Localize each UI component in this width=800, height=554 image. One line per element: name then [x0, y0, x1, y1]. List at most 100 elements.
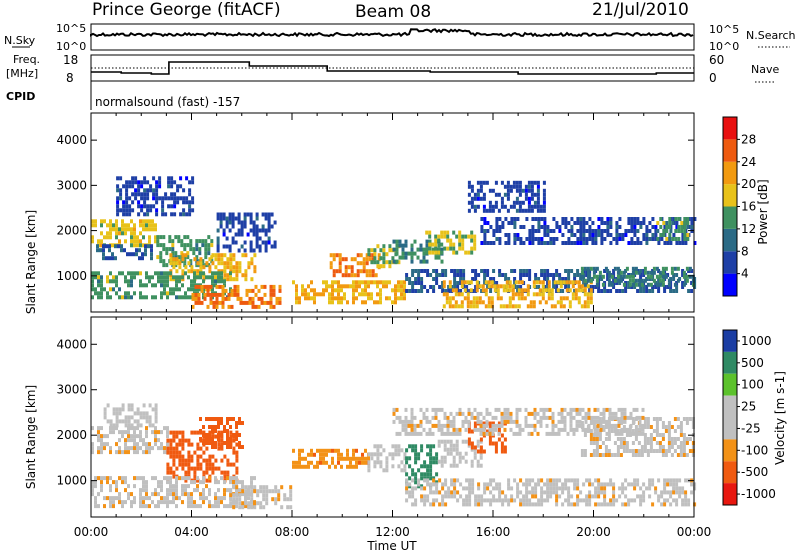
range-cell: [197, 300, 201, 305]
range-cell: [606, 229, 610, 233]
range-cell: [464, 419, 468, 424]
range-cell: [146, 180, 150, 185]
range-cell: [169, 287, 172, 292]
range-cell: [94, 219, 97, 224]
range-cell: [133, 223, 136, 228]
range-cell: [216, 212, 220, 217]
range-cell: [543, 273, 547, 277]
range-cell: [232, 450, 236, 455]
range-cell: [304, 296, 307, 301]
range-cell: [154, 476, 157, 481]
range-cell: [316, 464, 319, 469]
range-cell: [633, 225, 637, 229]
range-cell: [411, 448, 415, 453]
range-cell: [217, 417, 220, 421]
range-cell: [189, 239, 193, 244]
range-cell: [115, 496, 118, 501]
range-cell: [250, 476, 253, 481]
range-cell: [267, 240, 271, 245]
range-cell: [162, 235, 166, 240]
range-cell: [546, 285, 550, 289]
range-cell: [140, 184, 144, 189]
range-cell: [444, 478, 448, 483]
range-cell: [611, 415, 615, 420]
range-cell: [429, 460, 433, 465]
range-cell: [506, 188, 510, 193]
range-cell: [181, 275, 184, 280]
range-cell: [530, 411, 534, 416]
range-cell: [506, 415, 510, 420]
range-cell: [470, 234, 474, 239]
range-cell: [141, 256, 144, 261]
range-cell: [467, 250, 471, 255]
range-cell: [597, 233, 601, 237]
range-cell: [621, 289, 625, 293]
range-cell: [596, 431, 600, 436]
range-cell: [473, 451, 477, 456]
range-cell: [505, 280, 509, 285]
range-cell: [331, 280, 334, 285]
range-cell: [370, 280, 373, 285]
range-cell: [392, 239, 396, 244]
range-cell: [235, 450, 239, 455]
range-cell: [646, 437, 650, 441]
range-cell: [443, 431, 447, 436]
range-cell: [609, 498, 613, 503]
range-cell: [385, 468, 389, 473]
range-cell: [96, 244, 99, 249]
range-cell: [202, 492, 205, 497]
range-cell: [156, 255, 160, 260]
range-cell: [489, 502, 493, 507]
range-cell: [504, 277, 508, 281]
range-cell: [482, 421, 486, 426]
range-cell: [537, 221, 541, 225]
range-cell: [151, 295, 154, 300]
range-cell: [170, 212, 174, 217]
range-cell: [690, 221, 694, 225]
range-cell: [560, 415, 564, 420]
range-cell: [91, 271, 94, 276]
range-cell: [597, 225, 601, 229]
colorbar-tick: 24: [741, 155, 756, 169]
range-cell: [659, 225, 663, 229]
range-cell: [593, 427, 597, 432]
range-cell: [172, 492, 175, 497]
range-cell: [506, 196, 510, 201]
range-cell: [220, 275, 223, 280]
freq-panel: Freq. [MHz] 18 8 60 0 Nave: [6, 53, 779, 85]
range-cell: [691, 445, 695, 449]
range-cell: [223, 488, 226, 493]
range-cell: [630, 285, 634, 289]
range-cell: [367, 456, 370, 461]
range-cell: [469, 280, 473, 285]
range-cell: [541, 292, 545, 297]
range-cell: [211, 425, 214, 429]
range-cell: [655, 421, 659, 425]
range-cell: [545, 415, 549, 420]
range-cell: [180, 239, 184, 244]
range-cell: [173, 196, 177, 201]
range-cell: [209, 296, 213, 301]
range-cell: [146, 192, 150, 197]
range-cell: [520, 292, 524, 297]
range-cell: [514, 292, 518, 297]
range-cell: [555, 482, 559, 487]
range-cell: [139, 500, 142, 505]
range-cell: [563, 419, 567, 424]
range-cell: [435, 498, 439, 503]
power-colorbar-label: Power [dB]: [756, 179, 770, 244]
range-cell: [540, 490, 544, 495]
range-cell: [264, 244, 268, 249]
range-cell: [657, 241, 661, 245]
range-cell: [483, 233, 487, 237]
range-cell: [159, 255, 163, 260]
range-cell: [470, 415, 474, 420]
date-title: 21/Jul/2010: [592, 0, 689, 20]
range-cell: [455, 234, 459, 239]
range-cell: [461, 455, 465, 460]
range-cell: [575, 411, 579, 416]
range-cell: [379, 288, 382, 293]
range-cell: [304, 288, 307, 293]
range-cell: [310, 296, 313, 301]
range-cell: [517, 304, 521, 309]
